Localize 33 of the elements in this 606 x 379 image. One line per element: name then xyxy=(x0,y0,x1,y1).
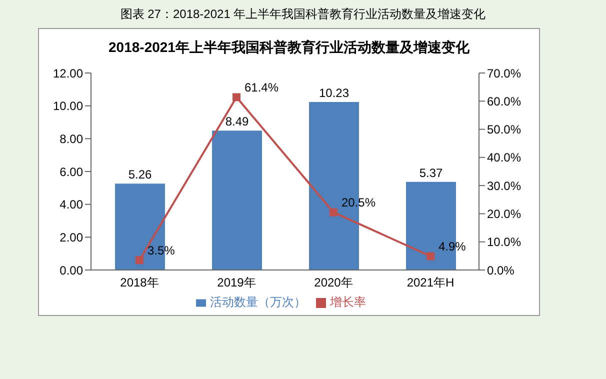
data-label: 5.26 xyxy=(128,168,152,182)
data-label: 10.23 xyxy=(318,86,350,100)
y-tick-label: 0.00 xyxy=(60,263,84,278)
legend-label: 活动数量（万次） xyxy=(210,295,306,309)
y2-tick-label: 40.0% xyxy=(487,150,522,165)
point xyxy=(232,93,240,102)
y2-tick-label: 0.0% xyxy=(487,263,515,278)
y-tick-label: 10.00 xyxy=(52,99,84,114)
chart-subtitle: 2018-2021年上半年我国科普教育行业活动数量及增速变化 xyxy=(108,38,470,57)
data-label: 5.37 xyxy=(419,166,443,180)
point xyxy=(330,208,338,216)
y2-tick-label: 10.0% xyxy=(487,235,522,250)
y-tick-label: 6.00 xyxy=(60,164,84,179)
y-tick-label: 8.00 xyxy=(60,132,84,146)
point xyxy=(136,256,144,264)
chart-title: 图表 27：2018-2021 年上半年我国科普教育行业活动数量及增速变化 xyxy=(119,6,487,23)
y-tick-label: 4.00 xyxy=(60,198,84,212)
data-label: 61.4% xyxy=(244,80,279,94)
legend-label: 增长率 xyxy=(330,295,366,309)
x-tick-label: 2018年 xyxy=(120,276,159,290)
bar xyxy=(212,130,262,270)
y2-tick-label: 60.0% xyxy=(487,94,522,108)
point xyxy=(426,252,434,260)
y-tick-label: 12.00 xyxy=(52,66,84,80)
y-tick-label: 2.00 xyxy=(60,230,84,244)
x-tick-label: 2020年 xyxy=(314,276,353,290)
y2-tick-label: 70.0% xyxy=(487,66,522,80)
data-label: 8.49 xyxy=(225,114,249,129)
x-tick-label: 2019年 xyxy=(217,276,256,290)
y2-tick-label: 20.0% xyxy=(487,206,522,221)
y2-tick-label: 50.0% xyxy=(487,122,522,137)
y2-tick-label: 30.0% xyxy=(487,178,522,193)
x-tick-label: 2021年H xyxy=(406,276,454,290)
